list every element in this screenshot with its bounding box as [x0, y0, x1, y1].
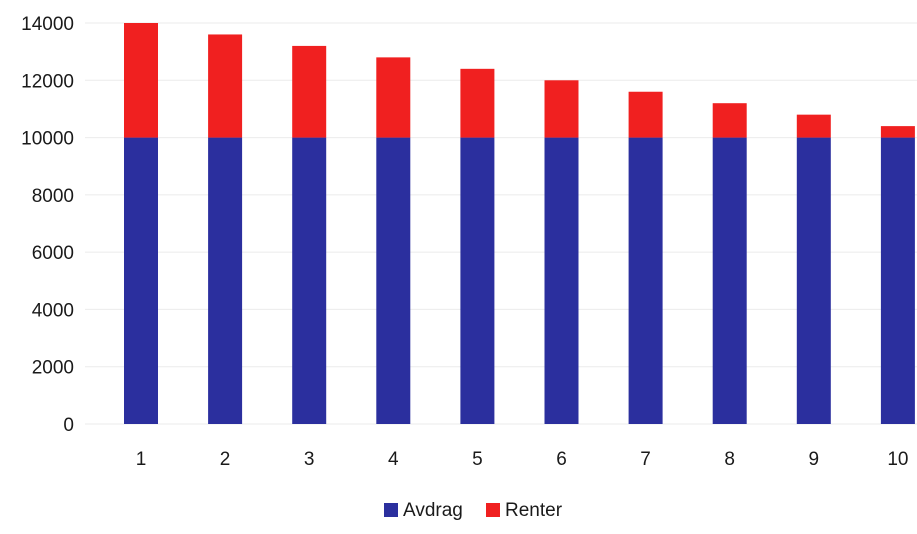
- y-tick-label: 10000: [21, 129, 74, 150]
- bar-segment-avdrag: [880, 137, 915, 425]
- x-tick-label: 9: [809, 449, 820, 470]
- bar-segment-renter: [208, 34, 243, 138]
- bar-segment-renter: [544, 80, 579, 138]
- bar-segment-avdrag: [376, 137, 411, 425]
- y-tick-label: 4000: [32, 300, 74, 321]
- bar-segment-avdrag: [796, 137, 831, 425]
- bar-segment-renter: [376, 57, 411, 138]
- legend: Avdrag Renter: [384, 500, 563, 521]
- bar-segment-renter: [880, 126, 915, 138]
- bar-segment-renter: [124, 23, 158, 138]
- bar-segment-avdrag: [124, 137, 158, 425]
- bar-segment-avdrag: [460, 137, 495, 425]
- y-axis: 0 2000 4000 6000 8000 10000 12000 14000: [21, 14, 74, 436]
- x-tick-label: 10: [887, 449, 908, 470]
- bar-segment-avdrag: [292, 137, 327, 425]
- bar-segment-avdrag: [208, 137, 243, 425]
- y-tick-label: 0: [63, 415, 74, 436]
- bar-segment-renter: [796, 114, 831, 138]
- y-tick-label: 14000: [21, 14, 74, 35]
- y-tick-label: 6000: [32, 243, 74, 264]
- bar-segment-renter: [628, 91, 663, 138]
- x-tick-label: 3: [304, 449, 315, 470]
- x-tick-label: 4: [388, 449, 399, 470]
- bars: [124, 23, 915, 425]
- x-tick-label: 7: [640, 449, 651, 470]
- bar-segment-avdrag: [628, 137, 663, 425]
- legend-label-renter: Renter: [505, 500, 563, 521]
- x-tick-label: 5: [472, 449, 483, 470]
- bar-segment-renter: [460, 68, 495, 138]
- x-tick-label: 1: [136, 449, 147, 470]
- y-tick-label: 12000: [21, 71, 74, 92]
- x-tick-label: 2: [220, 449, 231, 470]
- x-tick-label: 6: [556, 449, 567, 470]
- legend-label-avdrag: Avdrag: [403, 500, 463, 521]
- y-tick-label: 8000: [32, 186, 74, 207]
- bar-segment-renter: [712, 103, 747, 138]
- y-tick-label: 2000: [32, 358, 74, 379]
- x-tick-label: 8: [724, 449, 735, 470]
- x-axis: 1 2 3 4 5 6 7 8 9 10: [136, 449, 909, 470]
- legend-swatch-avdrag: [384, 503, 398, 517]
- bar-segment-avdrag: [712, 137, 747, 425]
- legend-swatch-renter: [486, 503, 500, 517]
- bar-segment-avdrag: [544, 137, 579, 425]
- bar-segment-renter: [292, 45, 327, 138]
